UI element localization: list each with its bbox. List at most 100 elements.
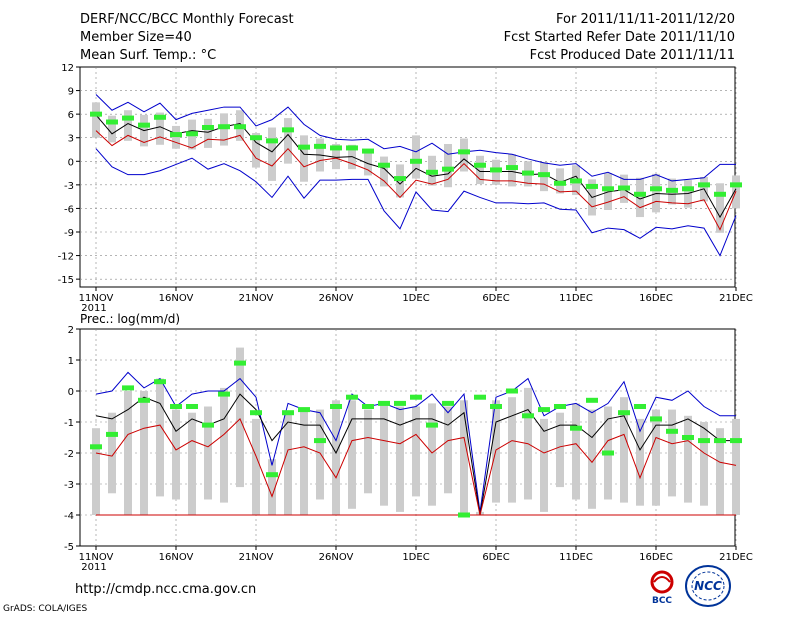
- prec-obs-marker: [218, 391, 230, 397]
- temp-series-mean-line: [95, 114, 737, 219]
- temp-x-tick-label: 16NOV: [159, 293, 194, 304]
- temp-obs-marker: [90, 111, 102, 117]
- prec-obs-marker: [394, 400, 406, 406]
- temp-obs-marker: [138, 122, 150, 128]
- prec-obs-marker: [90, 444, 102, 450]
- temp-y-tick-label: -12: [58, 252, 74, 263]
- temp-obs-marker: [634, 191, 646, 197]
- prec-spread-box: [252, 418, 260, 515]
- prec-y-tick-label: -3: [64, 480, 74, 491]
- prec-obs-marker: [378, 400, 390, 406]
- prec-obs-marker: [714, 438, 726, 444]
- temp-obs-marker: [298, 144, 310, 150]
- prec-y-tick-label: 2: [68, 325, 74, 336]
- temp-spread-box: [156, 112, 164, 145]
- temp-x-tick-label: 11NOV: [79, 293, 114, 304]
- temp-spread-box: [636, 177, 644, 218]
- prec-x-tick-label: 6DEC: [482, 552, 509, 563]
- temp-obs-marker: [714, 191, 726, 197]
- prec-spread-box: [460, 400, 468, 515]
- prec-obs-marker: [586, 397, 598, 403]
- prec-spread-box: [364, 409, 372, 494]
- forecast-produced-date: Fcst Produced Date 2011/11/11: [529, 48, 735, 63]
- prec-spread-box: [732, 418, 740, 515]
- member-size-label: Member Size=40: [80, 30, 192, 45]
- prec-spread-box: [428, 403, 436, 506]
- temp-obs-marker: [490, 167, 502, 173]
- prec-spread-box: [268, 459, 276, 515]
- temp-x-tick-label: 16DEC: [639, 293, 673, 304]
- prec-y-tick-label: 1: [68, 356, 74, 367]
- prec-obs-marker: [362, 404, 374, 409]
- prec-obs-marker: [442, 400, 454, 406]
- temp-obs-marker: [410, 158, 422, 164]
- temp-series-min-line: [95, 130, 737, 231]
- temp-obs-marker: [314, 143, 326, 149]
- temp-spread-box: [268, 127, 276, 181]
- prec-x-tick-label: 11NOV: [79, 552, 114, 563]
- prec-obs-marker: [698, 438, 710, 444]
- temp-x-tick-label: 21DEC: [719, 293, 753, 304]
- temp-obs-marker: [538, 172, 550, 178]
- prec-obs-marker: [618, 410, 630, 416]
- prec-spread-box: [588, 409, 596, 509]
- temp-spread-box: [220, 113, 228, 146]
- prec-obs-marker: [106, 431, 118, 437]
- source-url[interactable]: http://cmdp.ncc.cma.gov.cn: [75, 582, 257, 597]
- temp-spread-box: [444, 144, 452, 188]
- temp-obs-marker: [570, 178, 582, 184]
- prec-spread-box: [508, 397, 516, 503]
- forecast-title: DERF/NCC/BCC Monthly Forecast: [80, 12, 294, 27]
- prec-obs-marker: [666, 428, 678, 434]
- prec-y-tick-label: -4: [64, 511, 74, 522]
- prec-obs-marker: [474, 394, 486, 400]
- temp-spread-box: [476, 155, 484, 185]
- prec-spread-box: [684, 415, 692, 503]
- temp-obs-marker: [586, 183, 598, 189]
- prec-obs-marker: [298, 407, 310, 413]
- prec-obs-marker: [426, 422, 438, 428]
- temp-spread-box: [460, 138, 468, 172]
- prec-spread-box: [636, 418, 644, 506]
- prec-obs-marker: [314, 438, 326, 444]
- prec-obs-marker: [170, 404, 182, 409]
- prec-obs-marker: [250, 410, 262, 416]
- temp-obs-marker: [250, 135, 262, 141]
- prec-spread-box: [124, 391, 132, 515]
- prec-obs-marker: [346, 394, 358, 400]
- prec-obs-marker: [154, 379, 166, 385]
- precip-panel-title: Prec.: log(mm/d): [80, 312, 180, 326]
- prec-obs-marker: [122, 385, 134, 391]
- temp-spread-box: [92, 102, 100, 138]
- prec-obs-marker: [282, 410, 294, 416]
- temp-y-tick-label: 6: [68, 110, 74, 121]
- temp-x-tick-label: 21NOV: [239, 293, 274, 304]
- temp-obs-marker: [698, 182, 710, 188]
- prec-y-tick-label: -2: [64, 449, 74, 460]
- prec-spread-box: [284, 412, 292, 515]
- prec-spread-box: [220, 387, 228, 503]
- prec-spread-box: [204, 406, 212, 500]
- prec-spread-box: [668, 409, 676, 497]
- temp-series-max-line: [95, 94, 736, 182]
- temp-obs-marker: [458, 149, 470, 155]
- prec-spread-box: [572, 403, 580, 500]
- prec-x-tick-label: 26NOV: [319, 552, 354, 563]
- prec-obs-marker: [682, 435, 694, 440]
- prec-spread-box: [540, 418, 548, 512]
- prec-obs-marker: [730, 438, 742, 444]
- prec-series-max-line: [95, 371, 736, 512]
- prec-spread-box: [396, 406, 404, 512]
- temp-spread-box: [252, 133, 260, 168]
- prec-y-tick-label: -1: [64, 418, 74, 429]
- temp-obs-marker: [474, 162, 486, 168]
- temp-obs-marker: [154, 114, 166, 120]
- temp-obs-marker: [730, 182, 742, 188]
- prec-obs-marker: [234, 360, 246, 366]
- temp-obs-marker: [426, 169, 438, 175]
- prec-y-tick-label: 0: [68, 387, 74, 398]
- temp-obs-marker: [618, 185, 630, 191]
- temp-spread-box: [172, 125, 180, 149]
